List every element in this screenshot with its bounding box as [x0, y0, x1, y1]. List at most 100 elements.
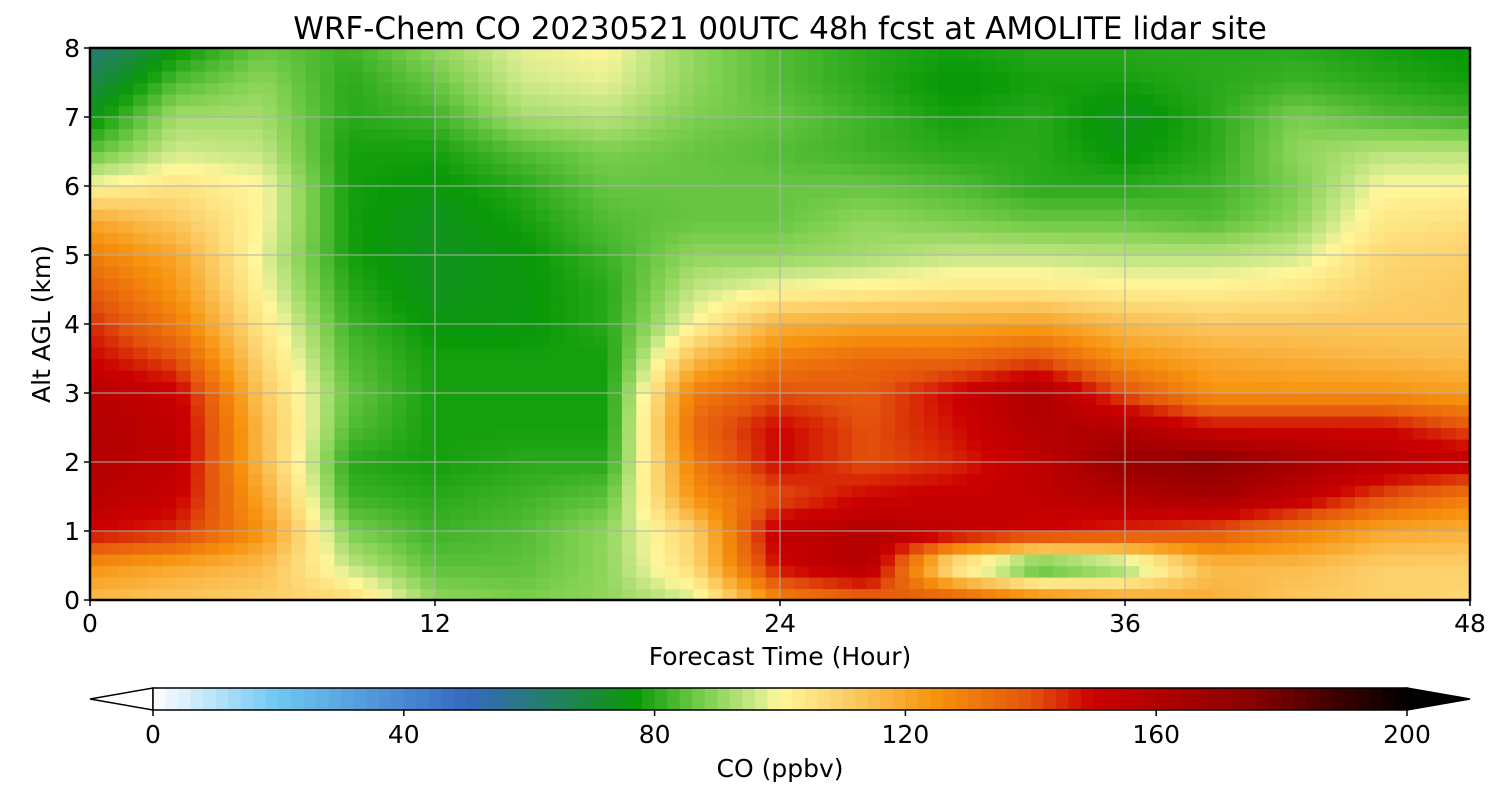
heat-cell	[1355, 59, 1370, 72]
heat-cell	[679, 577, 695, 590]
heat-cell	[1010, 243, 1025, 256]
heat-cell	[435, 565, 450, 578]
heat-cell	[722, 496, 738, 509]
heat-cell	[1254, 128, 1270, 141]
heat-cell	[463, 462, 479, 475]
heat-cell	[506, 496, 522, 509]
heat-cell	[1168, 59, 1184, 72]
heat-cell	[1441, 577, 1457, 590]
heat-cell	[1010, 416, 1025, 429]
heat-cell	[1125, 232, 1140, 245]
heat-cell	[923, 220, 939, 233]
heat-cell	[679, 508, 695, 521]
heat-cell	[1412, 439, 1428, 452]
heat-cell	[995, 59, 1011, 72]
heat-cell	[449, 312, 465, 325]
heat-cell	[291, 105, 307, 118]
heat-cell	[1139, 473, 1155, 486]
heat-cell	[1110, 82, 1126, 95]
heat-cell	[938, 289, 954, 302]
heat-cell	[1412, 48, 1428, 61]
heat-cell	[1383, 588, 1399, 601]
heat-cell	[1441, 301, 1457, 314]
heat-cell	[1196, 151, 1212, 164]
heat-cell	[1311, 209, 1327, 222]
heat-cell	[1355, 151, 1370, 164]
heat-cell	[262, 174, 278, 187]
heat-cell	[377, 370, 393, 383]
colorbar-segment	[1043, 688, 1057, 710]
heat-cell	[233, 439, 249, 452]
heat-cell	[607, 554, 623, 567]
heat-cell	[1168, 404, 1184, 417]
heat-cell	[262, 416, 278, 429]
heat-cell	[1283, 71, 1299, 84]
heat-cell	[1038, 243, 1054, 256]
heat-cell	[305, 427, 321, 440]
heat-cell	[1355, 485, 1370, 498]
heat-cell	[1067, 209, 1083, 222]
heat-cell	[521, 393, 537, 406]
heat-cell	[1398, 71, 1414, 84]
heat-cell	[1038, 255, 1054, 268]
heat-cell	[118, 565, 134, 578]
heat-cell	[1125, 565, 1140, 578]
colorbar-segment	[378, 688, 392, 710]
heat-cell	[1067, 82, 1083, 95]
heat-cell	[1038, 220, 1054, 233]
heat-cell	[391, 416, 407, 429]
heat-cell	[952, 347, 968, 360]
y-tick-label: 5	[64, 241, 80, 270]
heat-cell	[665, 128, 680, 141]
heat-cell	[449, 531, 465, 544]
heat-cell	[1455, 324, 1471, 337]
heat-cell	[1383, 335, 1399, 348]
heat-cell	[176, 427, 192, 440]
heat-cell	[880, 209, 896, 222]
heat-cell	[219, 485, 235, 498]
heat-cell	[1240, 335, 1255, 348]
heat-cell	[1297, 140, 1313, 153]
heat-cell	[665, 485, 680, 498]
heat-cell	[176, 542, 192, 555]
heat-cell	[1311, 370, 1327, 383]
heat-cell	[550, 347, 565, 360]
heat-cell	[736, 117, 752, 130]
heat-cell	[1110, 117, 1126, 130]
heat-cell	[262, 140, 278, 153]
heat-cell	[808, 473, 824, 486]
heat-cell	[679, 243, 695, 256]
heat-cell	[334, 163, 350, 176]
heat-cell	[1081, 450, 1097, 463]
heat-cell	[679, 542, 695, 555]
heat-cell	[880, 439, 896, 452]
heat-cell	[607, 462, 623, 475]
heat-cell	[621, 462, 637, 475]
heat-cell	[262, 439, 278, 452]
heat-cell	[1441, 186, 1457, 199]
heat-cell	[1182, 542, 1198, 555]
heat-cell	[1355, 335, 1370, 348]
heat-cell	[535, 59, 551, 72]
heat-cell	[593, 186, 609, 199]
heat-cell	[693, 324, 709, 337]
heat-cell	[938, 381, 954, 394]
heat-cell	[205, 301, 220, 314]
heat-cell	[276, 197, 292, 210]
heat-cell	[593, 174, 609, 187]
heat-cell	[1240, 71, 1255, 84]
heat-cell	[722, 312, 738, 325]
heat-cell	[966, 335, 982, 348]
heat-cell	[1297, 128, 1313, 141]
heat-cell	[1182, 71, 1198, 84]
heat-cell	[90, 473, 105, 486]
heat-cell	[1369, 416, 1385, 429]
heat-cell	[1211, 174, 1227, 187]
heat-cell	[521, 232, 537, 245]
heat-cell	[880, 220, 896, 233]
heat-cell	[564, 289, 580, 302]
heat-cell	[535, 128, 551, 141]
heat-cell	[866, 473, 882, 486]
heat-cell	[1398, 186, 1414, 199]
heat-cell	[895, 220, 910, 233]
